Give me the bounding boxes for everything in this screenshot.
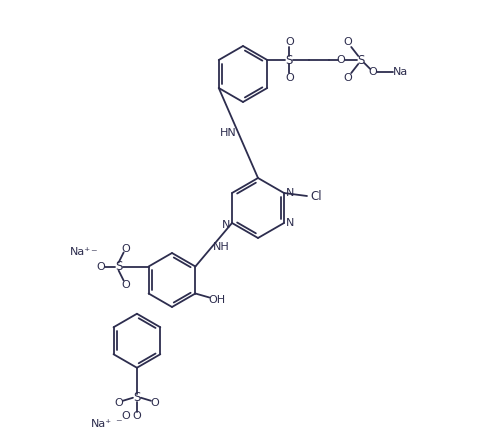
Text: S: S <box>133 391 140 404</box>
Text: Na⁺: Na⁺ <box>70 246 91 256</box>
Text: NH: NH <box>213 242 229 252</box>
Text: O: O <box>285 37 294 47</box>
Text: O: O <box>343 37 352 47</box>
Text: Cl: Cl <box>310 190 321 202</box>
Text: O: O <box>121 411 130 421</box>
Text: O: O <box>343 73 352 83</box>
Text: Na: Na <box>392 67 407 77</box>
Text: Na⁺: Na⁺ <box>91 419 112 429</box>
Text: O: O <box>114 398 123 408</box>
Text: N: N <box>285 218 294 228</box>
Text: O: O <box>121 243 130 253</box>
Text: ⁻: ⁻ <box>115 417 122 430</box>
Text: S: S <box>115 260 122 273</box>
Text: O: O <box>150 398 159 408</box>
Text: O: O <box>132 411 141 421</box>
Text: S: S <box>357 54 364 67</box>
Text: N: N <box>221 220 230 230</box>
Text: O: O <box>96 262 105 272</box>
Text: O: O <box>285 73 294 83</box>
Text: N: N <box>285 188 294 198</box>
Text: ⁻: ⁻ <box>90 247 97 260</box>
Text: O: O <box>368 67 377 77</box>
Text: O: O <box>121 279 130 290</box>
Text: OH: OH <box>208 294 225 304</box>
Text: O: O <box>336 55 345 65</box>
Text: HN: HN <box>219 128 236 138</box>
Text: S: S <box>285 54 293 67</box>
